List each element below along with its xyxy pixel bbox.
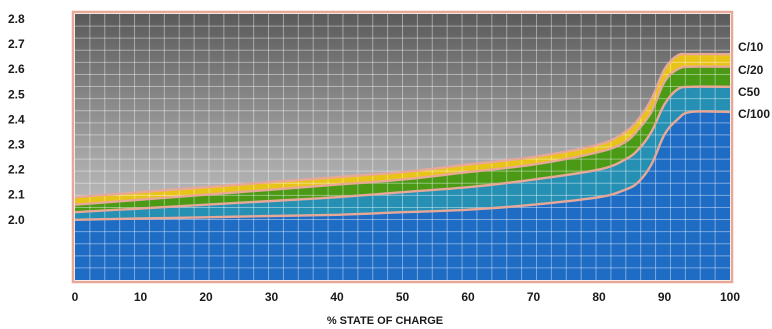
series-line-4 bbox=[75, 110, 730, 221]
y-tick-label: 2.7 bbox=[8, 37, 25, 51]
y-tick-label: 2.6 bbox=[8, 62, 25, 76]
charge-bands bbox=[75, 53, 730, 280]
series-label-1: C/10 bbox=[738, 40, 764, 54]
series-line-2 bbox=[75, 65, 730, 206]
series-label-4: C/100 bbox=[738, 107, 770, 121]
curve-outlines bbox=[75, 52, 730, 221]
x-tick-label: 70 bbox=[527, 290, 541, 304]
y-tick-label: 2.2 bbox=[8, 163, 25, 177]
grid-lines bbox=[75, 14, 730, 280]
series-line-1 bbox=[75, 52, 730, 199]
series-labels: C/10 C/20 C50 C/100 bbox=[738, 40, 770, 121]
x-tick-label: 40 bbox=[330, 290, 344, 304]
y-tick-label: 2.4 bbox=[8, 112, 25, 126]
x-tick-label: 10 bbox=[134, 290, 148, 304]
x-tick-label: 100 bbox=[720, 290, 740, 304]
y-tick-label: 2.0 bbox=[8, 213, 25, 227]
y-tick-label: 2.3 bbox=[8, 137, 25, 151]
y-tick-label: 2.5 bbox=[8, 87, 25, 101]
x-tick-label: 30 bbox=[265, 290, 279, 304]
x-tick-label: 50 bbox=[396, 290, 410, 304]
y-tick-label: 2.1 bbox=[8, 188, 25, 202]
x-tick-label: 90 bbox=[658, 290, 672, 304]
x-axis-title: % STATE OF CHARGE bbox=[327, 315, 443, 327]
series-label-2: C/20 bbox=[738, 63, 764, 77]
y-tick-labels: 2.0 2.1 2.2 2.3 2.4 2.5 2.6 2.7 2.8 bbox=[8, 12, 25, 227]
x-tick-labels: 0 10 20 30 40 50 60 70 80 90 100 bbox=[72, 290, 741, 304]
series-line-3 bbox=[75, 85, 730, 214]
y-tick-label: 2.8 bbox=[8, 12, 25, 26]
x-tick-label: 60 bbox=[461, 290, 475, 304]
band-area-4 bbox=[75, 111, 730, 280]
series-label-3: C50 bbox=[738, 85, 760, 99]
x-tick-label: 0 bbox=[72, 290, 79, 304]
plot-border bbox=[71, 10, 734, 284]
x-tick-label: 20 bbox=[199, 290, 213, 304]
x-tick-label: 80 bbox=[592, 290, 606, 304]
